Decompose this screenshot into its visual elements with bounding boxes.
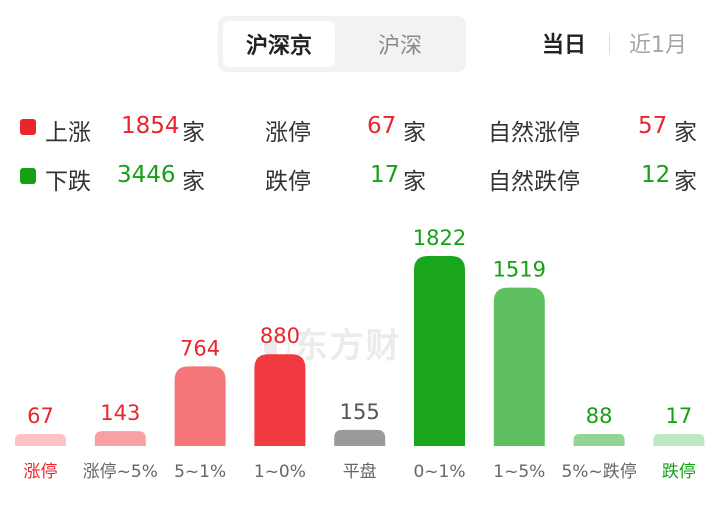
natural-limit-down-label: 自然跌停 [488,169,580,195]
bar-0 [15,434,66,446]
bar-value-label-0: 67 [27,404,54,428]
bar-value-label-4: 155 [340,400,380,424]
down-count: 3446 [117,162,176,188]
bar-value-label-7: 88 [586,404,613,428]
category-label-7: 5%~跌停 [561,462,636,482]
bar-value-label-6: 1519 [493,258,546,282]
stats-row-up: 上涨 1854 家 涨停 67 家 自然涨停 57 家 [0,107,723,147]
category-label-6: 1~5% [493,462,545,482]
bar-4 [334,429,386,446]
bar-7 [573,434,625,446]
up-count: 1854 [121,113,180,139]
up-legend-square-icon [20,119,36,135]
bar-5 [414,256,465,446]
down-legend-square-icon [20,168,36,184]
market-tabs: 沪深京 沪深 [218,16,466,72]
bar-8 [653,434,705,446]
category-label-2: 5~1% [174,462,226,482]
down-label: 下跌 [45,169,91,195]
natural-limit-up-label: 自然涨停 [488,120,580,146]
bar-value-label-8: 17 [666,404,693,428]
bar-1 [94,431,146,446]
natural-limit-up-count: 57 [638,113,668,139]
bar-3 [254,354,306,446]
natural-limit-down-count: 12 [641,162,671,188]
limit-up-count: 67 [367,113,397,139]
bar-value-label-5: 1822 [413,226,466,250]
bar-2 [174,366,226,446]
stats-row-down: 下跌 3446 家 跌停 17 家 自然跌停 12 家 [0,156,723,196]
range-divider [609,33,610,55]
tab-hs[interactable]: 沪深 [377,34,422,59]
category-label-3: 1~0% [254,462,306,482]
limit-up-label: 涨停 [265,120,311,146]
down-unit: 家 [182,169,205,195]
category-label-1: 涨停~5% [83,462,158,482]
category-label-8: 跌停 [662,462,696,482]
up-unit: 家 [182,120,205,146]
natural-limit-down-unit: 家 [674,169,697,195]
tab-hsj[interactable]: 沪深京 [223,21,335,67]
category-label-4: 平盘 [343,462,377,482]
bar-value-label-1: 143 [100,401,140,425]
limit-down-count: 17 [370,162,400,188]
category-label-0: 涨停 [24,462,58,482]
range-1month[interactable]: 近1月 [629,33,687,58]
up-label: 上涨 [45,120,91,146]
bar-6 [493,287,545,446]
bar-value-label-3: 880 [260,324,300,348]
range-today[interactable]: 当日 [542,33,587,58]
natural-limit-up-unit: 家 [674,120,697,146]
limit-down-label: 跌停 [265,169,311,195]
bar-value-label-2: 764 [180,336,220,360]
category-label-5: 0~1% [413,462,465,482]
limit-down-unit: 家 [403,169,426,195]
limit-up-unit: 家 [403,120,426,146]
